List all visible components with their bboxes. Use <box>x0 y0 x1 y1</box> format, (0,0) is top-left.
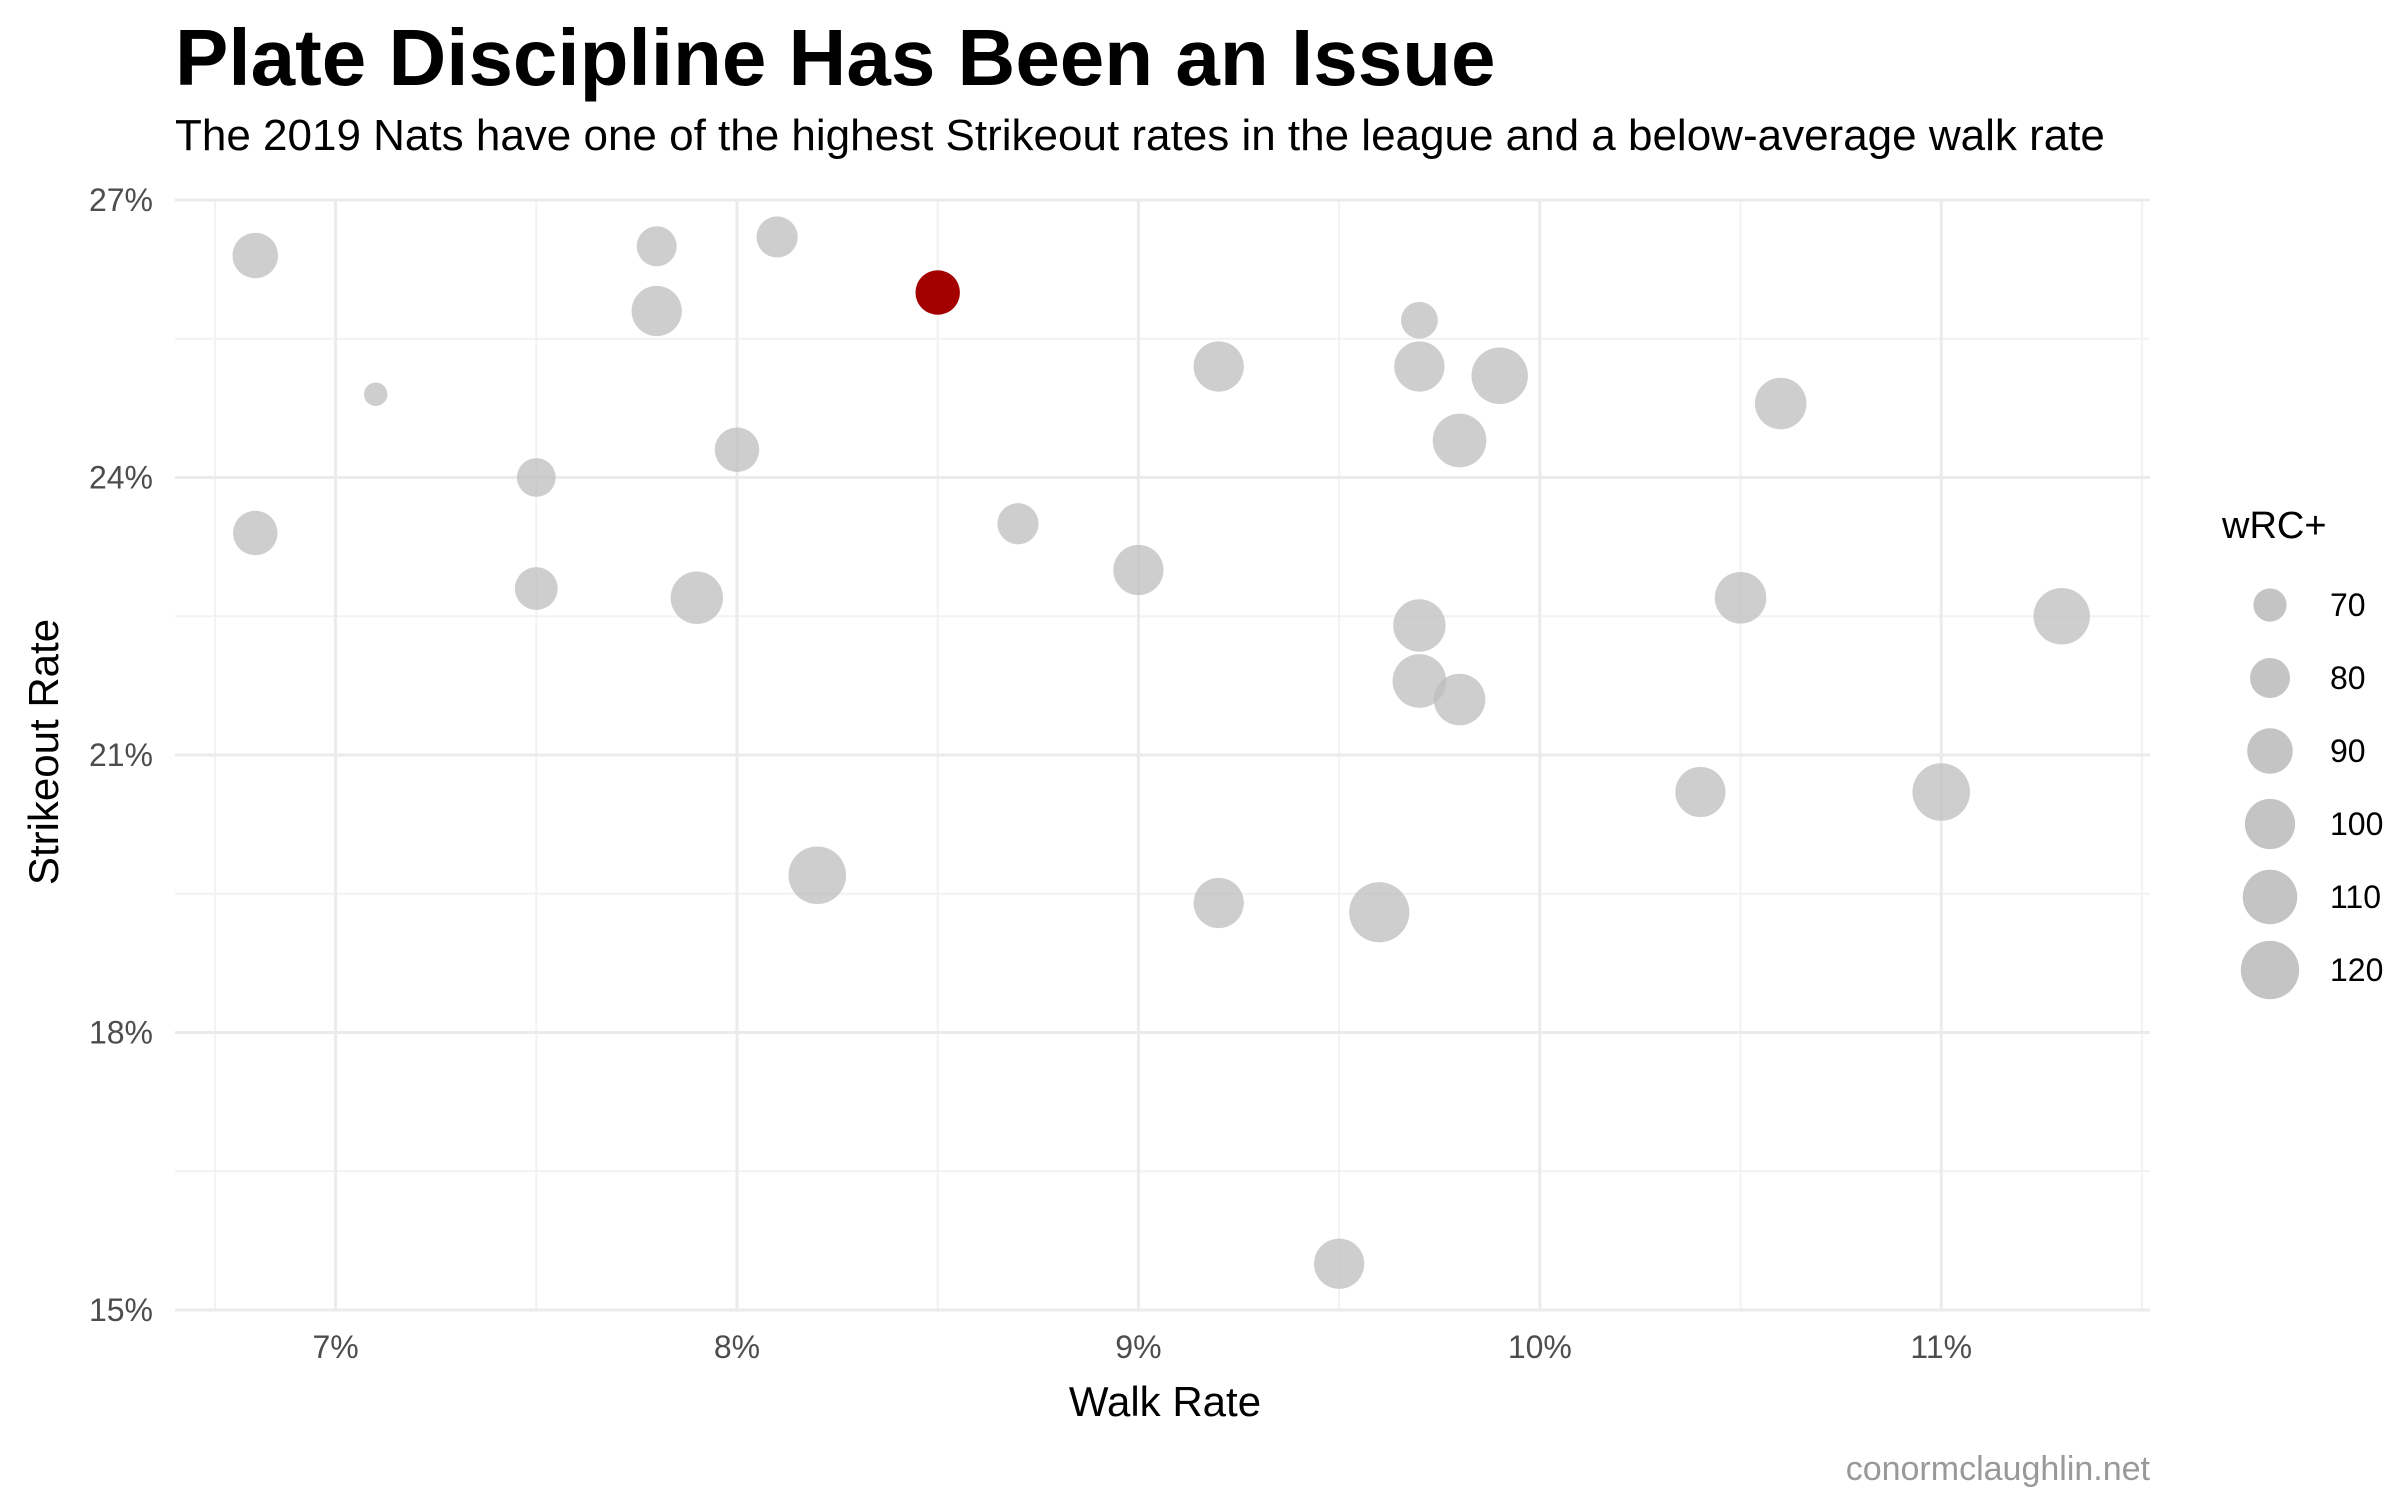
chart-subtitle: The 2019 Nats have one of the highest St… <box>175 111 2105 160</box>
data-point <box>1193 877 1244 929</box>
x-tick-label: 8% <box>714 1329 760 1365</box>
x-axis-ticks: 7% 8% 9% 10% 11% <box>312 1329 1972 1365</box>
data-point <box>1113 544 1164 596</box>
y-tick-label: 21% <box>89 737 153 773</box>
data-point <box>997 503 1039 545</box>
legend-size-key <box>2240 940 2300 1000</box>
data-point <box>1392 654 1447 708</box>
chart-title: Plate Discipline Has Been an Issue <box>175 13 1496 102</box>
data-point <box>1754 377 1807 430</box>
size-legend: wRC+ 70 80 90 100 110 120 <box>2221 505 2383 1000</box>
data-point <box>1714 571 1767 624</box>
data-point <box>2033 588 2090 645</box>
legend-size-key <box>2250 658 2290 698</box>
y-axis-ticks: 15% 18% 21% 24% 27% <box>89 182 153 1328</box>
data-point <box>788 846 847 905</box>
chart-caption: conormclaughlin.net <box>1846 1450 2151 1488</box>
data-point <box>714 427 760 472</box>
highlighted-point <box>915 270 960 315</box>
data-point <box>1432 413 1487 468</box>
y-tick-label: 18% <box>89 1015 153 1051</box>
y-tick-label: 15% <box>89 1292 153 1328</box>
legend-label: 70 <box>2330 587 2366 623</box>
data-point <box>1912 763 1971 821</box>
data-point <box>516 458 556 497</box>
data-point <box>1400 301 1438 339</box>
data-point <box>636 226 677 267</box>
legend-label: 100 <box>2330 806 2383 842</box>
data-point <box>232 232 279 279</box>
data-point <box>364 382 388 406</box>
x-axis-title: Walk Rate <box>1069 1378 1261 1425</box>
data-point <box>1393 599 1446 652</box>
legend-size-key <box>2247 728 2293 774</box>
data-point <box>631 285 682 337</box>
y-axis-title: Strikeout Rate <box>20 619 67 885</box>
data-point <box>1394 341 1445 392</box>
data-point <box>1314 1238 1365 1289</box>
data-point <box>514 567 558 610</box>
grid-lines <box>175 198 2150 1312</box>
y-tick-label: 27% <box>89 182 153 218</box>
x-tick-label: 11% <box>1910 1329 1972 1365</box>
data-point <box>1471 347 1528 404</box>
legend-label: 90 <box>2330 733 2366 769</box>
legend-size-key <box>2244 798 2296 850</box>
legend-size-key <box>2253 588 2287 622</box>
legend-label: 120 <box>2330 952 2383 988</box>
data-point <box>670 571 724 624</box>
legend-label: 80 <box>2330 660 2366 696</box>
data-point <box>756 216 798 258</box>
data-points <box>232 216 2090 1289</box>
x-tick-label: 10% <box>1508 1329 1572 1365</box>
data-point <box>1193 341 1244 392</box>
data-point <box>1433 673 1486 726</box>
x-tick-label: 9% <box>1115 1329 1161 1365</box>
legend-size-key <box>2242 869 2298 925</box>
legend-label: 110 <box>2330 879 2381 915</box>
data-point <box>233 510 278 556</box>
y-tick-label: 24% <box>89 460 153 496</box>
x-tick-label: 7% <box>312 1329 358 1365</box>
data-point <box>1675 766 1726 818</box>
legend-title: wRC+ <box>2221 505 2327 547</box>
data-point <box>1349 882 1410 943</box>
